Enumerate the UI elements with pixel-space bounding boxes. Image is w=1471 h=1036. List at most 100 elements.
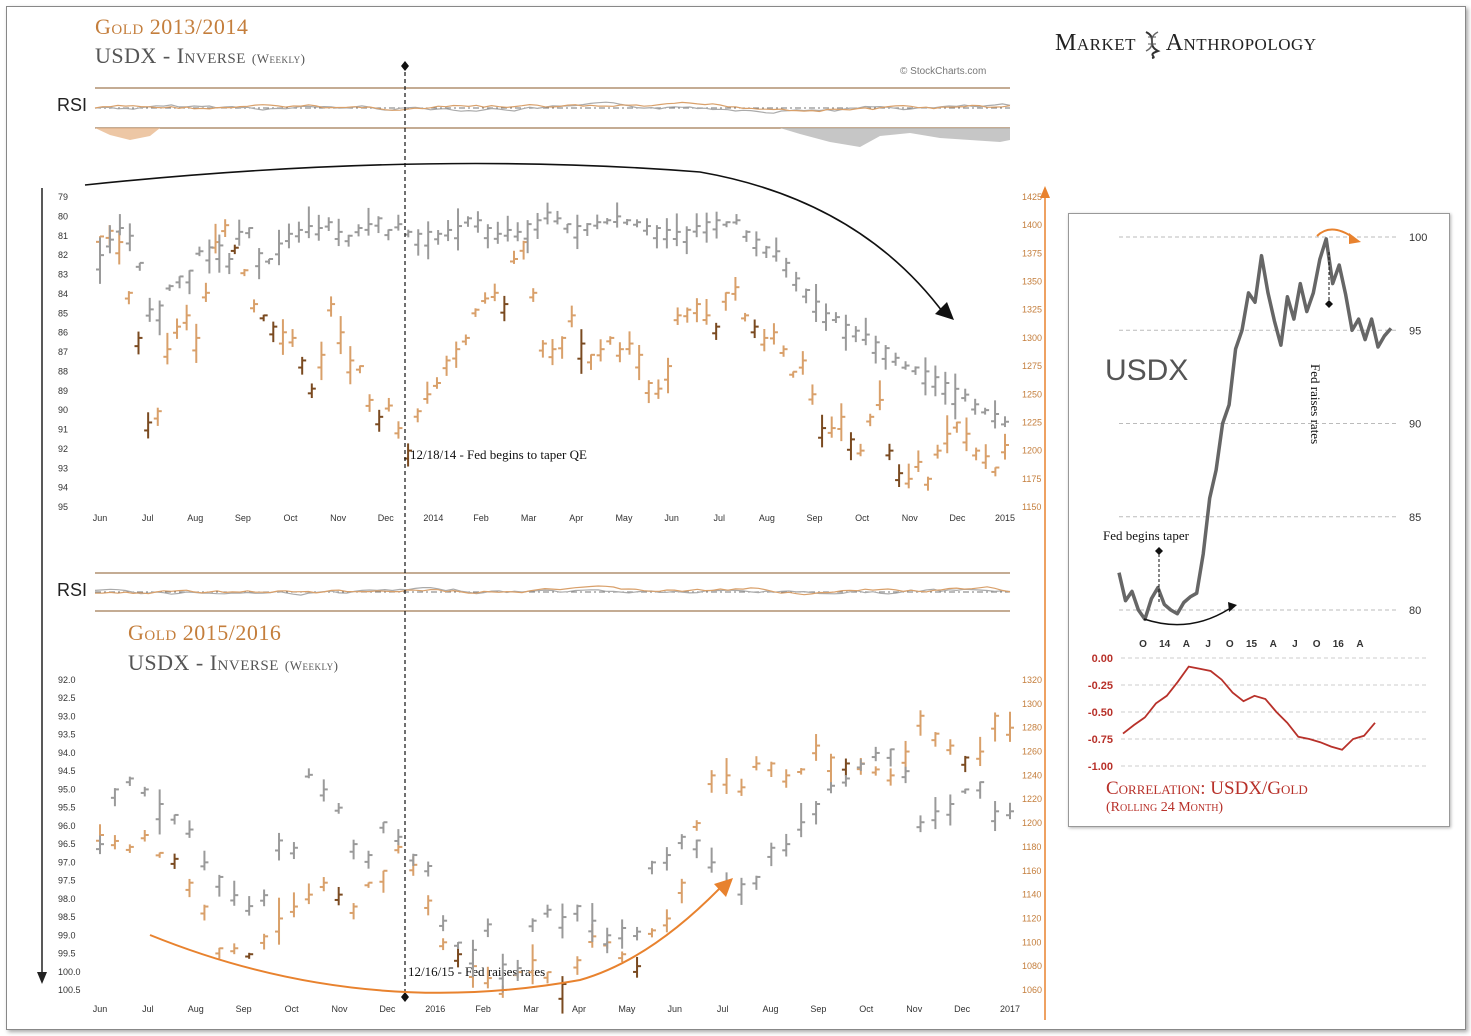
inset-taper-diamond <box>1155 547 1163 555</box>
usdx-bar <box>613 202 622 228</box>
gold-bar <box>644 380 653 404</box>
usdx-bar <box>802 288 811 304</box>
usdx-bar <box>483 224 492 249</box>
gold-bar <box>625 331 634 355</box>
usdx-bar <box>125 776 134 786</box>
gold-bar <box>664 357 673 394</box>
inset-x-tick: 15 <box>1246 639 1258 650</box>
gold-bar <box>211 223 220 254</box>
usdx-bar <box>324 217 333 231</box>
inset-x-tick: 14 <box>1159 639 1171 650</box>
usdx-bar <box>931 365 940 397</box>
usdx-bar <box>135 261 144 271</box>
gold-bar <box>201 282 210 302</box>
y-right-tick: 1120 <box>1022 913 1041 923</box>
y-left-tick: 86 <box>58 328 68 338</box>
usdx-bar <box>294 221 303 243</box>
usdx-bar <box>434 230 443 245</box>
inset-x-tick: A <box>1270 639 1277 650</box>
corr-y-tick: -0.50 <box>1088 707 1113 719</box>
usdx-bar <box>782 833 791 857</box>
y-right-tick: 1100 <box>1022 937 1041 947</box>
gold-title-bottom: Gold 2015/2016 <box>128 620 282 645</box>
gold-bar <box>875 380 884 411</box>
dna-icon <box>1143 31 1161 60</box>
usdx-bar <box>245 227 254 239</box>
usdx-bar <box>732 214 741 225</box>
usdx-bar <box>414 229 423 256</box>
usdx-bar <box>821 303 830 331</box>
gold-bar <box>423 381 432 404</box>
x-tick: Dec <box>378 513 395 523</box>
usdx-bar <box>105 225 114 254</box>
x-tick: May <box>615 513 633 523</box>
usdx-bar <box>344 234 353 247</box>
usdx-bar <box>523 220 532 254</box>
usdx-bar <box>175 275 184 289</box>
usdx-bar <box>394 829 403 846</box>
inset-panel: 80 85 90 95 100 O 14 A J O 15 A J O 16 A 0.00 -0.25 -0.50 -… <box>1068 213 1450 827</box>
usdx-bar <box>195 246 204 257</box>
rsi-usdx-oversold-fill <box>780 128 1010 147</box>
gold-bar <box>384 397 393 412</box>
inset-y-tick: 85 <box>1409 512 1421 524</box>
gold-bar <box>782 769 791 788</box>
gold-bar <box>250 299 259 313</box>
gold-bar <box>702 298 711 325</box>
gold-bar <box>185 878 194 898</box>
gold-bar <box>125 844 134 853</box>
usdx-bar <box>424 861 433 877</box>
gold-bar <box>461 334 470 346</box>
y-right-tick: 1150 <box>1022 502 1041 512</box>
y-left-tick: 92 <box>58 444 68 454</box>
usdx-bar <box>692 213 701 238</box>
usdx-bar <box>642 218 651 236</box>
usdx-bar <box>856 759 865 772</box>
inset-x-tick: J <box>1292 639 1298 650</box>
inset-taper-annotation: Fed begins taper <box>1103 528 1189 543</box>
usdx-bar <box>961 388 970 402</box>
gold-bar <box>767 761 776 777</box>
gold-bar <box>317 341 326 381</box>
gold-bar <box>558 336 567 359</box>
y-right-tick: 1425 <box>1022 192 1042 202</box>
y-left-tick: 99.0 <box>58 930 76 940</box>
y-left-tick: 98.5 <box>58 912 76 922</box>
inset-x-tick: O <box>1139 639 1147 650</box>
gold-bar <box>827 416 836 438</box>
usdx-bar <box>463 216 472 227</box>
usdx-bar <box>205 239 214 274</box>
gold-bar <box>712 322 721 340</box>
usdx-bar <box>772 237 781 262</box>
rsi-gold-line <box>94 101 1011 113</box>
usdx-bar <box>533 212 542 239</box>
usdx-bar <box>871 335 880 364</box>
gold-bar <box>115 230 124 265</box>
gold-bar <box>961 755 970 773</box>
y-left-tick: 95.5 <box>58 803 76 813</box>
usdx-bar <box>503 215 512 242</box>
gold-bar <box>319 877 328 892</box>
corr-line <box>1122 665 1376 751</box>
gold-bar <box>962 417 971 452</box>
gold-bar <box>904 463 913 489</box>
usdx-bar <box>275 229 284 266</box>
usdx-bar <box>851 326 860 343</box>
inset-x-tick: J <box>1205 639 1211 650</box>
x-tick: Apr <box>572 1004 586 1014</box>
y-left-tick: 100.5 <box>58 985 81 995</box>
gold-bar <box>304 883 313 905</box>
x-tick: Nov <box>330 513 347 523</box>
gold-bar <box>808 384 817 405</box>
x-tick: Oct <box>284 513 299 523</box>
usdx-bar <box>513 222 522 242</box>
usdx-bar <box>125 223 134 252</box>
gold-bar <box>260 933 269 950</box>
y-right-tick: 1280 <box>1022 723 1042 733</box>
x-tick: Apr <box>569 513 583 523</box>
usdx-bar <box>841 775 850 787</box>
y-left-tick: 92.5 <box>58 693 76 703</box>
gold-bar <box>230 943 239 955</box>
right-axis-arrowhead <box>1040 186 1050 198</box>
usdx-bar <box>304 206 313 239</box>
